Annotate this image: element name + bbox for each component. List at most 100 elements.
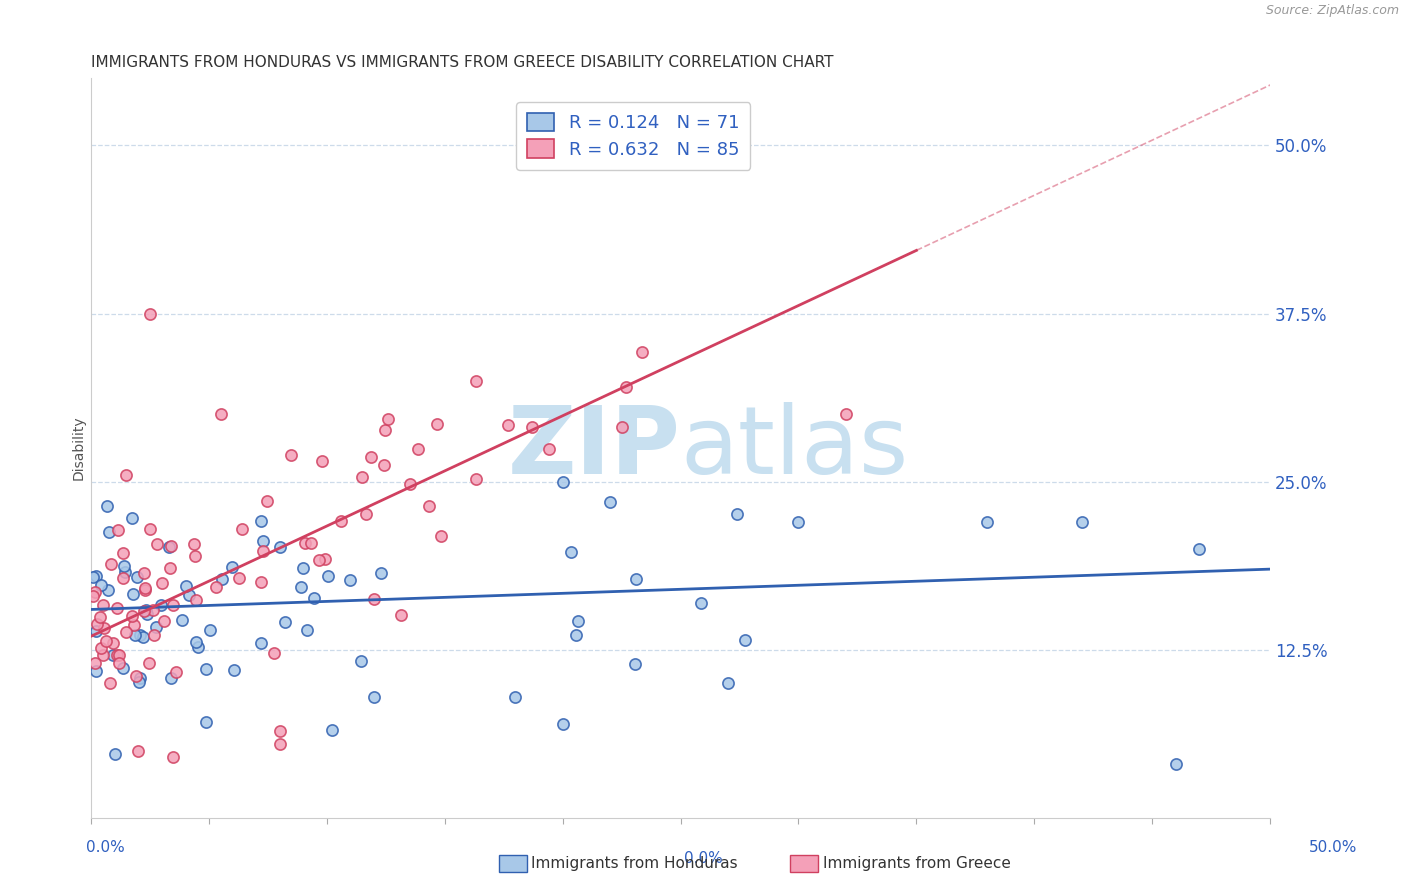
Point xyxy=(374,423,396,437)
Point xyxy=(128,628,150,642)
Point xyxy=(787,515,810,529)
Point xyxy=(183,549,205,563)
Point xyxy=(160,540,183,554)
Text: atlas: atlas xyxy=(681,402,908,494)
Point xyxy=(177,588,200,602)
Point xyxy=(308,553,330,567)
Point xyxy=(269,723,291,738)
Point xyxy=(84,585,107,599)
Point xyxy=(121,511,143,525)
Point xyxy=(329,514,352,528)
Point xyxy=(122,618,145,632)
Point xyxy=(159,560,181,574)
Point xyxy=(93,621,115,635)
Point xyxy=(624,572,647,586)
Point xyxy=(134,582,156,597)
Point xyxy=(725,508,748,522)
Point xyxy=(256,494,278,508)
Point xyxy=(418,499,440,513)
Point xyxy=(505,690,527,704)
Point xyxy=(249,636,271,650)
Point xyxy=(321,723,343,737)
Point xyxy=(101,648,124,662)
Point xyxy=(250,574,273,589)
Point xyxy=(689,596,711,610)
Point xyxy=(194,662,217,676)
Point xyxy=(734,632,756,647)
Point xyxy=(834,408,856,422)
Point xyxy=(291,561,314,575)
Point xyxy=(209,408,232,422)
Point xyxy=(127,744,149,758)
Point xyxy=(389,608,412,623)
Point xyxy=(112,545,135,559)
Point xyxy=(90,640,112,655)
Point xyxy=(145,620,167,634)
Point xyxy=(614,380,637,394)
Point xyxy=(567,615,589,629)
Point xyxy=(430,529,453,543)
Point xyxy=(360,450,382,464)
Point xyxy=(717,676,740,690)
Point xyxy=(104,747,127,761)
Point xyxy=(520,419,543,434)
Point xyxy=(83,656,105,670)
Point xyxy=(200,624,222,638)
Point xyxy=(311,454,333,468)
Point xyxy=(162,750,184,764)
Point xyxy=(139,522,162,536)
Point xyxy=(551,475,574,489)
Point xyxy=(107,523,129,537)
Point xyxy=(295,623,318,637)
Point xyxy=(134,603,156,617)
Point xyxy=(612,420,634,434)
Point xyxy=(114,565,136,579)
Point xyxy=(98,524,121,539)
Point xyxy=(108,656,131,670)
Point xyxy=(205,580,228,594)
Point xyxy=(399,476,422,491)
Point xyxy=(464,472,486,486)
Text: Immigrants from Greece: Immigrants from Greece xyxy=(823,856,1011,871)
Point xyxy=(624,657,647,672)
Point xyxy=(153,614,176,628)
Point xyxy=(142,628,165,642)
Text: 0.0%: 0.0% xyxy=(86,840,125,855)
Point xyxy=(121,609,143,624)
Point xyxy=(96,633,118,648)
Point xyxy=(166,665,188,679)
Point xyxy=(86,624,108,638)
Point xyxy=(105,648,128,662)
Point xyxy=(354,507,377,521)
Point xyxy=(373,458,395,473)
Text: IMMIGRANTS FROM HONDURAS VS IMMIGRANTS FROM GREECE DISABILITY CORRELATION CHART: IMMIGRANTS FROM HONDURAS VS IMMIGRANTS F… xyxy=(91,55,834,70)
Point xyxy=(269,737,291,751)
Y-axis label: Disability: Disability xyxy=(72,416,86,481)
Point xyxy=(1164,757,1187,772)
Point xyxy=(84,568,107,582)
Point xyxy=(111,571,134,585)
Point xyxy=(132,603,155,617)
Point xyxy=(86,616,108,631)
Point xyxy=(377,412,399,426)
Point xyxy=(134,581,156,595)
Point xyxy=(91,648,114,662)
Point xyxy=(124,628,146,642)
Point xyxy=(170,613,193,627)
Point xyxy=(183,537,205,551)
Point xyxy=(538,442,561,457)
Point xyxy=(299,536,322,550)
Point xyxy=(252,543,274,558)
Point xyxy=(222,663,245,677)
Point xyxy=(350,654,373,668)
Text: Immigrants from Honduras: Immigrants from Honduras xyxy=(531,856,738,871)
Point xyxy=(174,579,197,593)
Point xyxy=(125,669,148,683)
Point xyxy=(498,417,520,432)
Point xyxy=(157,540,180,554)
Point xyxy=(152,575,174,590)
Point xyxy=(125,570,148,584)
Text: ZIP: ZIP xyxy=(508,402,681,494)
Point xyxy=(145,537,167,551)
Text: Source: ZipAtlas.com: Source: ZipAtlas.com xyxy=(1265,4,1399,18)
